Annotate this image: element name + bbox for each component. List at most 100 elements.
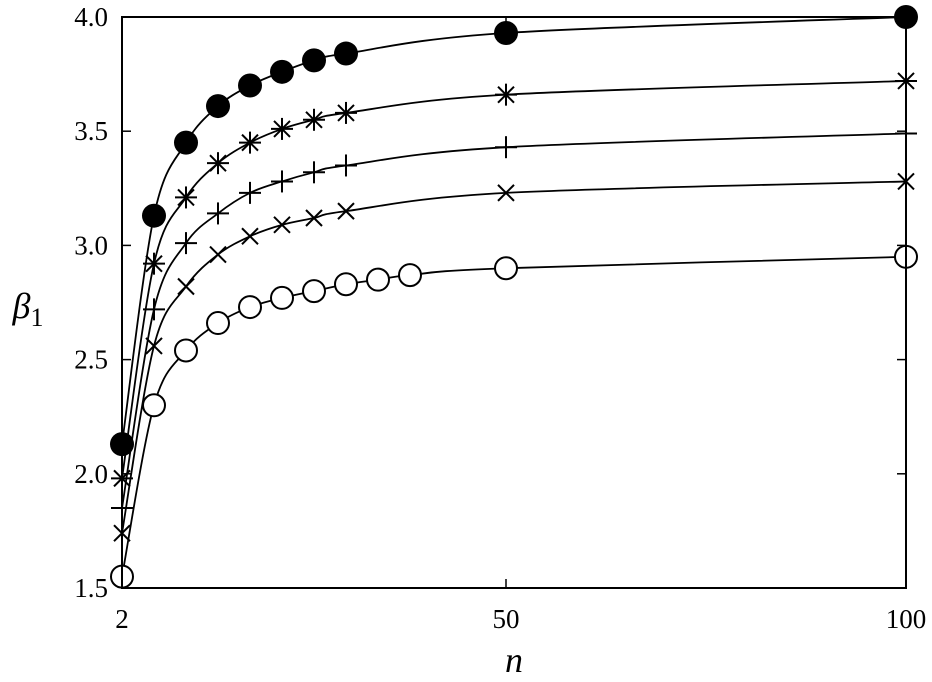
data-point-plus [239, 181, 261, 204]
axis-ticks: 1.5 2.0 2.5 3.0 3.5 4.0 2 50 100 [74, 2, 926, 634]
y-tick-label: 3.5 [74, 116, 108, 146]
data-point-cross [145, 337, 163, 355]
data-point-plus [335, 154, 357, 177]
data-point-cross [497, 184, 515, 202]
series-asterisk [111, 69, 917, 490]
x-axis-label: n [505, 640, 523, 680]
marker-ast-b [497, 85, 515, 104]
marker-filled-circle [334, 41, 358, 66]
marker-cross-b [305, 209, 323, 227]
data-point-asterisk [271, 117, 293, 140]
x-tick-label: 2 [115, 604, 129, 634]
data-point-plus [495, 136, 517, 159]
marker-filled-circle [174, 130, 198, 155]
data-point-cross [241, 227, 259, 245]
data-point-filled-circle [174, 130, 198, 155]
marker-open-circle [206, 311, 230, 336]
data-point-asterisk [143, 252, 165, 275]
data-point-filled-circle [494, 20, 518, 45]
marker-open-circle [334, 272, 358, 297]
y-axis-label-symbol: β [12, 286, 31, 326]
data-point-filled-circle [206, 94, 230, 119]
series-line [121, 132, 907, 509]
plot-frame [121, 16, 907, 589]
marker-ast-b [241, 133, 259, 152]
marker-ast-b [305, 111, 323, 129]
data-point-plus [175, 232, 197, 255]
y-tick-label: 3.0 [74, 230, 108, 260]
y-axis-label: β1 [12, 286, 44, 332]
y-tick-label: 2.5 [74, 345, 108, 375]
series-group [110, 5, 918, 589]
marker-ast-b [177, 188, 195, 207]
data-point-open-circle [398, 263, 422, 288]
series-filled-circle [110, 5, 918, 457]
y-tick-label: 2.0 [74, 459, 108, 489]
data-point-filled-circle [142, 203, 166, 228]
marker-open-circle [398, 263, 422, 288]
data-point-open-circle [366, 267, 390, 292]
data-point-open-circle [302, 279, 326, 304]
data-point-asterisk [175, 186, 197, 209]
marker-ast-b [273, 120, 291, 138]
data-point-cross [177, 277, 195, 296]
data-point-plus [303, 161, 325, 184]
marker-open-circle [238, 295, 262, 320]
marker-ast-b [209, 154, 227, 172]
series-line [121, 180, 907, 534]
marker-filled-circle [206, 94, 230, 119]
y-tick-label: 4.0 [74, 2, 108, 32]
marker-filled-circle [270, 59, 294, 84]
data-point-open-circle [238, 295, 262, 320]
x-tick-label: 50 [493, 604, 520, 634]
series-cross [113, 172, 915, 542]
data-point-asterisk [495, 83, 517, 106]
data-point-cross [273, 216, 291, 234]
marker-cross-b [497, 184, 515, 202]
marker-cross-b [273, 216, 291, 234]
marker-open-circle [302, 279, 326, 304]
marker-cross-b [337, 202, 355, 220]
data-point-cross [209, 245, 227, 264]
data-point-plus [271, 170, 293, 193]
marker-cross-b [209, 245, 227, 264]
series-line [121, 80, 907, 479]
marker-ast-b [337, 104, 355, 122]
y-axis-label-subscript: 1 [30, 303, 43, 332]
data-point-filled-circle [270, 59, 294, 84]
series-plus [111, 122, 917, 520]
data-point-open-circle [334, 272, 358, 297]
data-point-asterisk [207, 152, 229, 175]
y-tick-label: 1.5 [74, 573, 108, 603]
data-point-plus [207, 202, 229, 225]
data-point-open-circle [206, 311, 230, 336]
data-point-asterisk [303, 108, 325, 131]
data-point-cross [337, 202, 355, 220]
marker-open-circle [174, 338, 198, 363]
data-point-cross [305, 209, 323, 227]
marker-filled-circle [302, 48, 326, 73]
data-point-open-circle [270, 285, 294, 310]
series-open-circle [110, 244, 918, 589]
x-tick-label: 100 [886, 604, 927, 634]
marker-cross-b [145, 337, 163, 355]
marker-filled-circle [238, 73, 262, 98]
marker-filled-circle [142, 203, 166, 228]
marker-filled-circle [494, 20, 518, 45]
data-point-filled-circle [334, 41, 358, 66]
marker-open-circle [142, 393, 166, 418]
data-point-filled-circle [302, 48, 326, 73]
marker-open-circle [366, 267, 390, 292]
data-point-open-circle [494, 256, 518, 281]
data-point-asterisk [335, 101, 357, 124]
data-point-filled-circle [238, 73, 262, 98]
data-point-open-circle [142, 393, 166, 418]
marker-cross-b [177, 277, 195, 296]
data-point-plus [143, 298, 165, 321]
marker-open-circle [270, 285, 294, 310]
data-point-open-circle [174, 338, 198, 363]
marker-cross-b [241, 227, 259, 245]
data-point-asterisk [239, 131, 261, 154]
marker-ast-b [145, 254, 163, 273]
